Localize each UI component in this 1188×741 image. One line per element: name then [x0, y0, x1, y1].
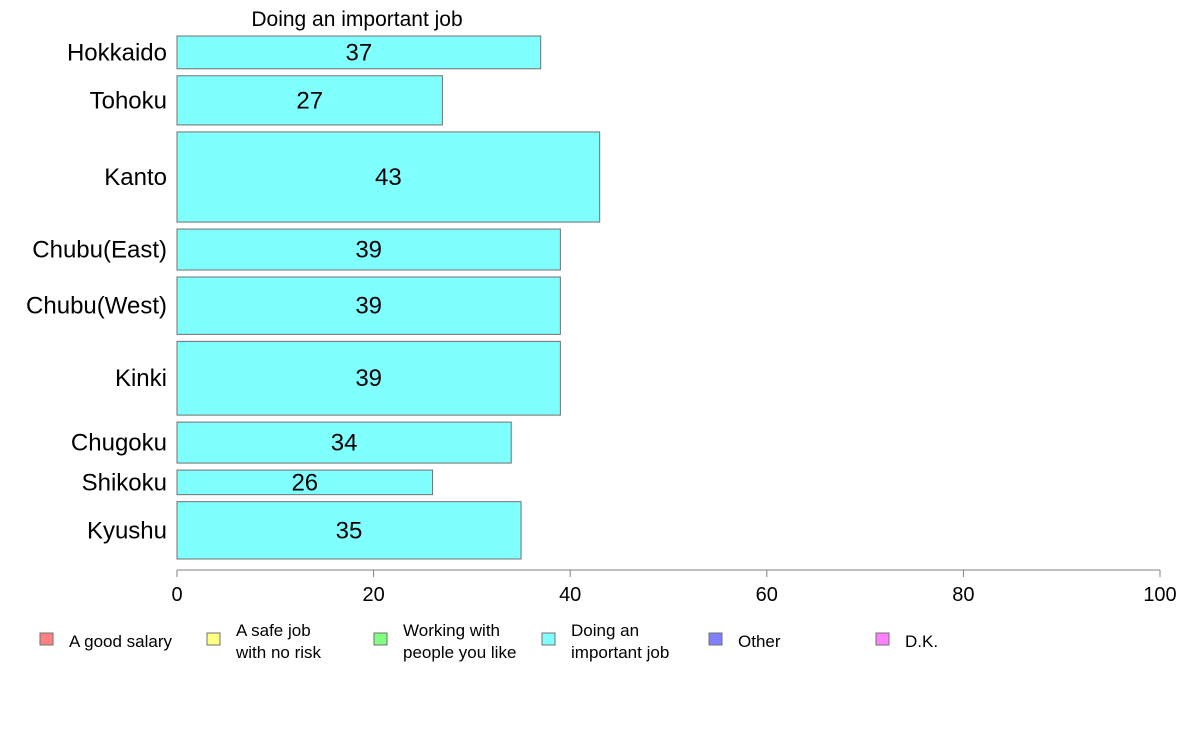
- legend-swatch: [39, 632, 54, 646]
- bar-value-label: 37: [346, 39, 373, 66]
- bar-value-label: 39: [355, 293, 382, 320]
- legend-label: with no risk: [235, 643, 322, 662]
- bar-value-label: 39: [355, 237, 382, 264]
- bar-value-label: 27: [296, 87, 323, 114]
- legend-label: Working with: [403, 621, 500, 640]
- category-label: Kanto: [104, 164, 167, 191]
- category-label: Kinki: [115, 365, 167, 392]
- bar-tohoku: [176, 75, 443, 126]
- category-label: Tohoku: [90, 87, 167, 114]
- x-axis: 0 20 40 60 80 100: [171, 569, 1177, 606]
- category-label: Chubu(East): [32, 237, 167, 264]
- legend-label: D.K.: [905, 632, 938, 651]
- legend: A good salary A safe job with no risk Worki…: [39, 621, 938, 662]
- bar-value-label: 34: [331, 430, 358, 457]
- legend-swatch: [373, 632, 388, 646]
- bar-chubu-west-: [176, 276, 561, 335]
- category-label: Chugoku: [71, 430, 167, 457]
- x-tick-label: 40: [559, 584, 581, 606]
- legend-swatch: [206, 632, 221, 646]
- legend-label: A safe job: [236, 621, 311, 640]
- x-tick-label: 60: [756, 584, 778, 606]
- x-tick-label: 20: [362, 584, 384, 606]
- x-tick-label: 0: [171, 584, 182, 606]
- x-tick-label: 100: [1143, 584, 1176, 606]
- legend-swatch: [875, 632, 890, 646]
- bar-value-label: 39: [355, 365, 382, 392]
- bar-shikoku: [176, 469, 434, 496]
- legend-label: important job: [571, 643, 669, 662]
- x-tick-label: 80: [952, 584, 974, 606]
- legend-label: Other: [738, 632, 781, 651]
- category-label: Shikoku: [82, 469, 167, 496]
- legend-label: people you like: [403, 643, 516, 662]
- bar-value-label: 43: [375, 164, 402, 191]
- bar-kinki: [176, 340, 561, 416]
- legend-label: Doing an: [571, 621, 639, 640]
- bar-hokkaido: [176, 35, 542, 70]
- legend-label: A good salary: [69, 632, 173, 651]
- category-label: Kyushu: [87, 517, 167, 544]
- bars: 37 Hokkaido 27 Tohoku 43 Kanto 39 Chubu(East) 39…: [26, 35, 601, 560]
- category-label: Hokkaido: [67, 39, 167, 66]
- bar-value-label: 35: [336, 517, 363, 544]
- legend-swatch: [708, 632, 723, 646]
- category-label: Chubu(West): [26, 293, 167, 320]
- bar-kanto: [176, 131, 601, 223]
- bar-chugoku: [176, 421, 512, 464]
- legend-swatch: [541, 632, 556, 646]
- bar-chubu-east-: [176, 228, 561, 271]
- bar-kyushu: [176, 501, 522, 560]
- chart-title: Doing an important job: [251, 8, 462, 31]
- bar-value-label: 26: [291, 469, 318, 496]
